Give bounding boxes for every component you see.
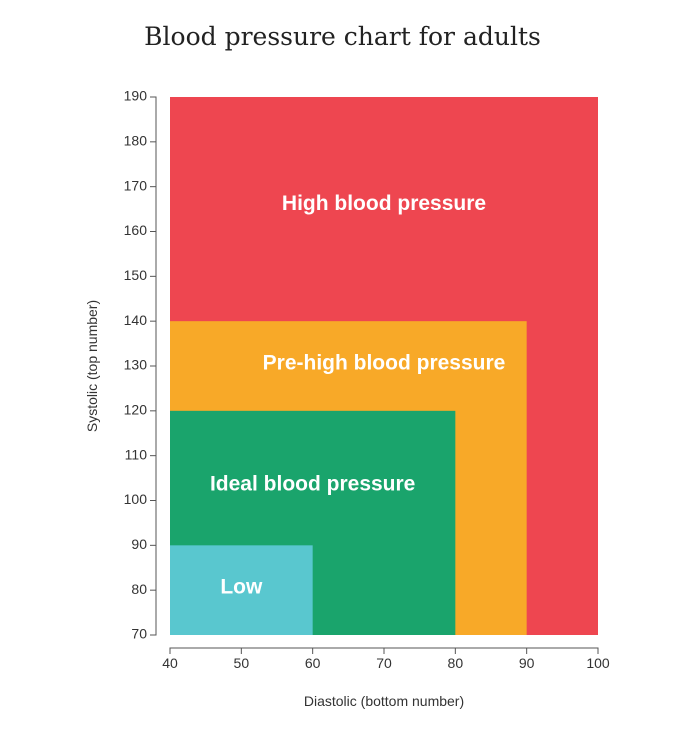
- y-tick-label: 80: [131, 581, 147, 597]
- y-tick-label: 70: [131, 626, 147, 642]
- y-tick-label: 120: [124, 402, 148, 418]
- zones-group: [170, 97, 598, 635]
- zone-labels-group: High blood pressure Pre-high blood pressu…: [210, 192, 505, 598]
- x-tick-label: 90: [519, 655, 535, 671]
- y-axis-label: Systolic (top number): [84, 300, 100, 432]
- x-tick-label: 50: [234, 655, 250, 671]
- chart-title: Blood pressure chart for adults: [144, 22, 541, 51]
- y-tick-label: 160: [124, 222, 148, 238]
- x-tick-label: 100: [586, 655, 610, 671]
- zone-label-pre-high-blood-pressure: Pre-high blood pressure: [263, 351, 506, 374]
- y-tick-label: 170: [124, 177, 148, 193]
- y-tick-label: 140: [124, 312, 148, 328]
- x-tick-label: 40: [162, 655, 178, 671]
- zone-low: [170, 545, 313, 635]
- y-tick-label: 100: [124, 491, 148, 507]
- x-tick-label: 70: [376, 655, 392, 671]
- zone-label-ideal-blood-pressure: Ideal blood pressure: [210, 472, 415, 495]
- y-tick-label: 90: [131, 536, 147, 552]
- y-tick-label: 180: [124, 133, 148, 149]
- x-tick-label: 80: [448, 655, 464, 671]
- x-axis-label: Diastolic (bottom number): [304, 693, 464, 709]
- y-tick-label: 190: [124, 88, 148, 104]
- zone-label-high-blood-pressure: High blood pressure: [282, 192, 486, 215]
- y-tick-label: 110: [125, 446, 148, 462]
- axes-group: 70 80 90 100 110 120 130 140 150 160 170 180 190 40 50…: [124, 88, 610, 671]
- y-tick-label: 150: [124, 267, 148, 283]
- y-tick-label: 130: [124, 357, 148, 373]
- x-tick-label: 60: [305, 655, 321, 671]
- zone-label-low: Low: [220, 575, 263, 598]
